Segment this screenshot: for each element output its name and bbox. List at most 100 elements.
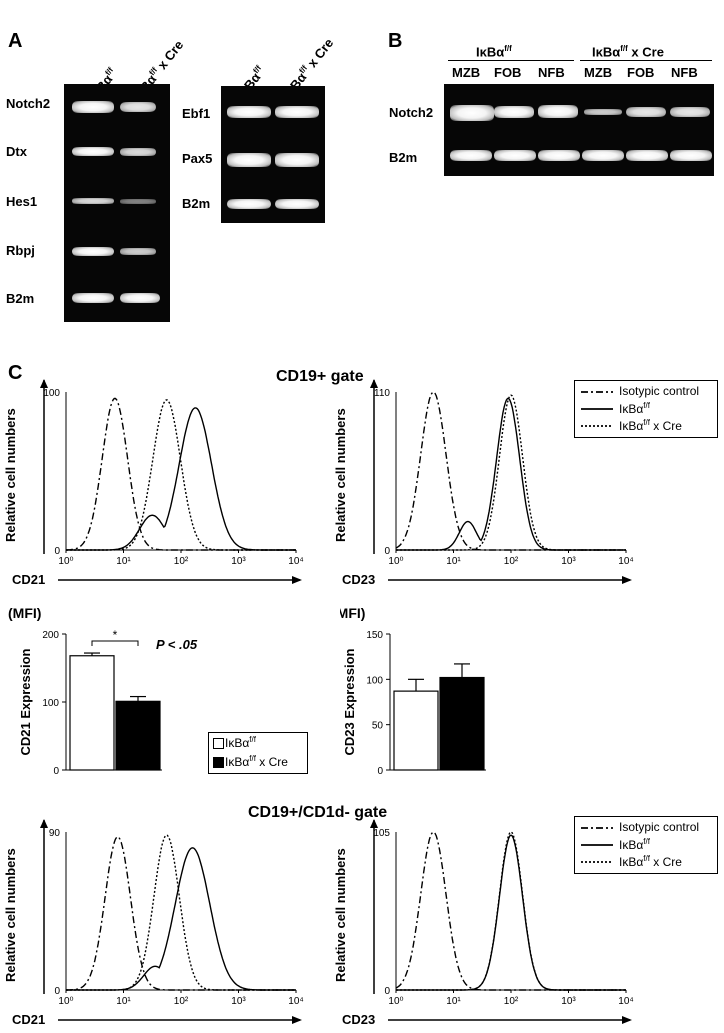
panel-b-group1: IκBαf/f — [476, 44, 512, 60]
panel-b-group2-line — [580, 60, 712, 61]
hist-xlabel: CD23 — [342, 1012, 375, 1027]
bar-ylabel: CD21 Expression — [18, 648, 33, 755]
p-value-annotation: P < .05 — [156, 637, 198, 652]
legend-swatch-ffcre — [213, 757, 224, 768]
bar-ikba-ff — [69, 655, 115, 771]
hist-x-tick-label: 10⁰ — [388, 556, 403, 567]
bar-y-tick-label: 100 — [42, 698, 59, 709]
legend2-isotype-label: Isotypic control — [619, 820, 700, 834]
lane-fob-1: FOB — [494, 65, 522, 80]
hist-x-tick-label: 10³ — [231, 556, 246, 567]
gate2-title: CD19+/CD1d- gate — [248, 804, 388, 821]
bar-title: (MFI) — [340, 605, 365, 621]
hist-ylabel: Relative cell numbers — [3, 848, 18, 982]
hist-y-arrowhead — [370, 819, 378, 828]
hist-x-tick-label: 10⁰ — [388, 996, 403, 1007]
significance-star: * — [113, 628, 118, 642]
curve-ikba-ff — [66, 407, 296, 551]
hist-ymax-tick: 100 — [43, 388, 60, 399]
hist-x-tick-label: 10¹ — [446, 996, 461, 1007]
curve-ikba-ff-cre — [396, 831, 626, 991]
barchart-cd23: (MFI) CD23 Expression 0 50 100 150 — [340, 605, 486, 777]
hist-ylabel: Relative cell numbers — [333, 408, 348, 542]
gene-label-b2m-right: B2m — [182, 196, 211, 211]
hist-y-arrowhead — [40, 819, 48, 828]
curve-isotypic-control — [66, 397, 296, 551]
hist-x-tick-label: 10² — [174, 996, 189, 1007]
legend-bottom: Isotypic control IκBαf/f IκBαf/f x Cre — [574, 816, 718, 874]
bar-y-tick-label: 150 — [366, 630, 383, 641]
gene-label-b2m: B2m — [6, 291, 35, 306]
lane-nfb-2: NFB — [671, 65, 698, 80]
hist-x-tick-label: 10⁰ — [58, 556, 73, 567]
bar-y-tick-label: 200 — [42, 630, 59, 641]
legend-swatch-ff — [213, 738, 224, 749]
hist-x-tick-label: 10⁴ — [288, 996, 303, 1007]
lane-fob-2: FOB — [627, 65, 655, 80]
bar-ikba-ff-cre — [115, 700, 161, 771]
legend2-ff-label: IκBαf/f — [619, 837, 650, 852]
legend2-ffcre-label: IκBαf/f x Cre — [619, 854, 682, 869]
curve-ikba-ff-cre — [66, 399, 296, 551]
bar-legend-ff: IκBαf/f — [225, 735, 256, 750]
gel-a-right — [221, 86, 325, 223]
hist-x-tick-label: 10³ — [231, 996, 246, 1007]
panel-b-group1-line — [448, 60, 574, 61]
gel-b — [444, 84, 714, 176]
bar-y-tick-label: 50 — [372, 721, 384, 732]
hist-ylabel: Relative cell numbers — [333, 848, 348, 982]
hist-x-arrowhead — [622, 576, 632, 584]
hist-y-arrowhead — [40, 379, 48, 388]
lane-mzb-1: MZB — [452, 65, 481, 80]
hist-xlabel: CD23 — [342, 572, 375, 587]
curve-ikba-ff — [66, 847, 296, 991]
hist-ymax-tick: 110 — [374, 388, 390, 399]
hist-x-arrowhead — [622, 1016, 632, 1024]
curve-isotypic-control — [65, 835, 296, 991]
hist-ylabel: Relative cell numbers — [3, 408, 18, 542]
bar-legend: IκBαf/f IκBαf/f x Cre — [208, 732, 308, 774]
gene-label-ebf1: Ebf1 — [182, 106, 211, 121]
hist-ymax-tick: 105 — [373, 828, 390, 839]
hist-ymin-tick: 0 — [384, 546, 390, 557]
bar-y-tick-label: 100 — [366, 675, 383, 686]
hist-xlabel: CD21 — [12, 572, 45, 587]
panel-b-group2: IκBαf/f x Cre — [592, 44, 664, 60]
gene-label-rbpj: Rbpj — [6, 243, 35, 258]
hist-x-tick-label: 10³ — [561, 556, 576, 567]
hist-ymax-tick: 90 — [49, 828, 61, 839]
panel-a-letter: A — [8, 30, 23, 52]
gene-label-pax5: Pax5 — [182, 151, 213, 166]
curve-ikba-ff-cre — [66, 834, 296, 991]
hist-x-tick-label: 10² — [174, 556, 189, 567]
lane-nfb-1: NFB — [538, 65, 565, 80]
bar-ylabel: CD23 Expression — [342, 648, 357, 755]
hist-x-tick-label: 10⁴ — [618, 996, 633, 1007]
bar-title: (MFI) — [8, 605, 41, 621]
legend-top: Isotypic control IκBαf/f IκBαf/f x Cre — [574, 380, 718, 438]
bar-y-tick-label: 0 — [377, 766, 383, 777]
significance-bracket — [91, 640, 139, 647]
hist-ymin-tick: 0 — [54, 546, 60, 557]
gene-label-notch2-b: Notch2 — [389, 105, 434, 120]
hist-ymin-tick: 0 — [384, 986, 390, 997]
hist-x-tick-label: 10¹ — [446, 556, 461, 567]
gel-a-left — [64, 84, 170, 322]
curve-ikba-ff-cre — [396, 394, 626, 551]
bar-y-tick-label: 0 — [53, 766, 59, 777]
legend-ffcre-label: IκBαf/f x Cre — [619, 418, 682, 433]
bar-ikba-ff-cre — [439, 676, 485, 771]
panel-c-letter: C — [8, 362, 23, 384]
panel-b-letter: B — [388, 30, 403, 52]
gene-label-dtx: Dtx — [6, 144, 27, 159]
lane-mzb-2: MZB — [584, 65, 613, 80]
hist-x-tick-label: 10¹ — [116, 556, 131, 567]
hist-x-arrowhead — [292, 1016, 302, 1024]
hist-x-tick-label: 10¹ — [116, 996, 131, 1007]
hist-x-arrowhead — [292, 576, 302, 584]
hist-x-tick-label: 10⁴ — [288, 556, 303, 567]
legend-ff-label: IκBαf/f — [619, 401, 650, 416]
